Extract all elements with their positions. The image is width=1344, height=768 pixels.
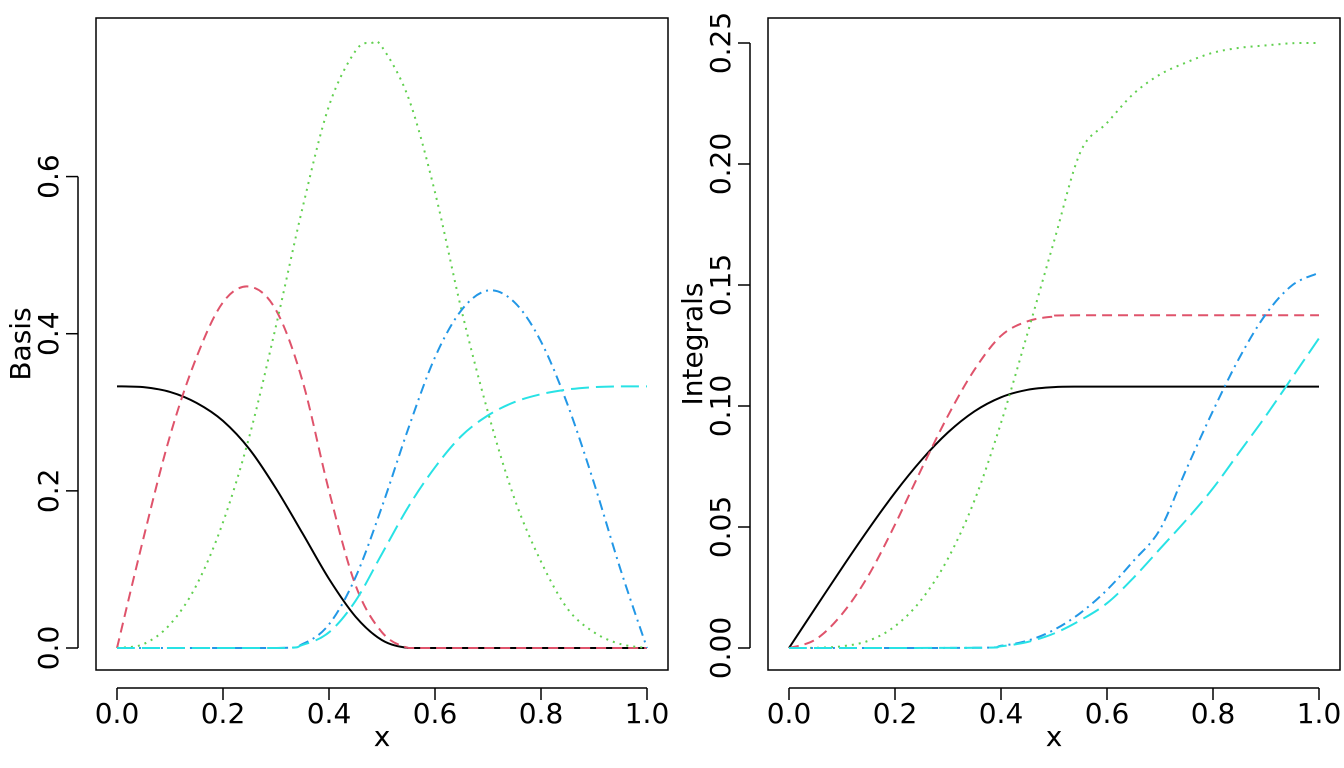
y-tick-label: 0.10 <box>704 375 737 437</box>
x-tick-label: 0.0 <box>95 697 140 730</box>
y-tick-label: 0.20 <box>704 133 737 195</box>
y-tick-label: 0.15 <box>704 254 737 316</box>
y-tick-label: 0.05 <box>704 496 737 558</box>
series-line-4 <box>788 337 1320 649</box>
x-tick-label: 1.0 <box>625 697 670 730</box>
x-tick-label: 0.4 <box>979 697 1024 730</box>
x-tick-label: 0.2 <box>201 697 246 730</box>
x-tick-label: 0.0 <box>767 697 812 730</box>
basis-chart-panel: 0.0 0.2 0.4 0.6 0.8 1.0 0.0 0.2 0.4 0.6 x Basis <box>4 17 670 753</box>
series-line-3 <box>788 271 1320 650</box>
y-tick-label: 0.0 <box>32 626 65 671</box>
y-tick-label: 0.25 <box>704 12 737 74</box>
plot-frame <box>95 17 669 671</box>
y-axis-title: Integrals <box>676 282 709 405</box>
plot-frame <box>767 17 1341 671</box>
x-axis-title: x <box>374 720 391 753</box>
x-axis-title: x <box>1046 720 1063 753</box>
series-line-2 <box>788 41 1320 649</box>
series-line-1 <box>788 314 1319 649</box>
x-tick-label: 0.6 <box>1085 697 1130 730</box>
x-tick-label: 0.4 <box>307 697 352 730</box>
y-tick-label: 0.2 <box>32 469 65 514</box>
series-line-1 <box>116 285 647 649</box>
series-line-2 <box>116 40 648 649</box>
x-tick-label: 1.0 <box>1297 697 1342 730</box>
integrals-chart-panel: 0.0 0.2 0.4 0.6 0.8 1.0 0.00 0.05 0.10 0.15 0.20 0.… <box>676 12 1341 753</box>
x-tick-label: 0.8 <box>1191 697 1236 730</box>
series-line-3 <box>117 289 648 650</box>
x-tick-label: 0.2 <box>873 697 918 730</box>
y-tick-label: 0.4 <box>32 311 65 356</box>
y-tick-label: 0.00 <box>704 617 737 679</box>
series-line-0 <box>116 385 647 649</box>
series-line-0 <box>788 385 1320 649</box>
x-tick-label: 0.8 <box>519 697 564 730</box>
y-axis-title: Basis <box>4 307 37 380</box>
x-tick-label: 0.6 <box>413 697 458 730</box>
y-tick-label: 0.6 <box>32 154 65 199</box>
series-line-4 <box>117 385 647 650</box>
